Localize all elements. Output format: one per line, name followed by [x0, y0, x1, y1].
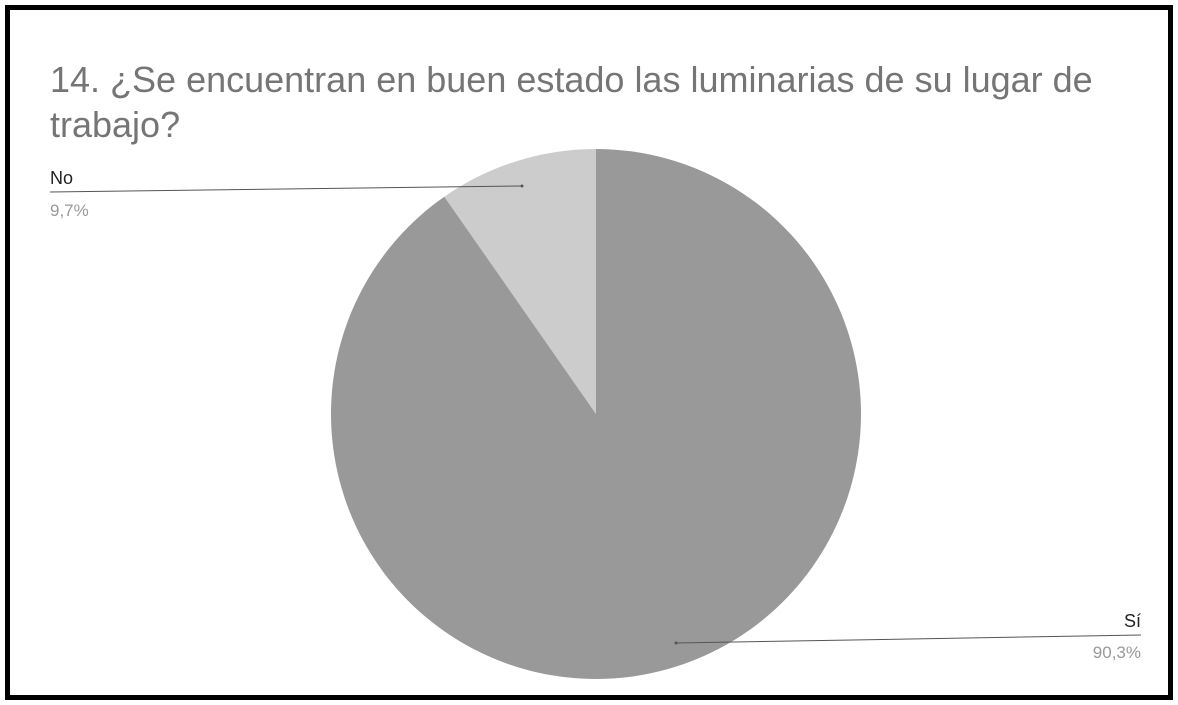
slice-percent-si: 90,3% [1093, 643, 1141, 662]
pie-slices [331, 149, 862, 680]
slice-label-si: Sí [1124, 611, 1141, 631]
leader-dot-no [520, 184, 524, 188]
slice-percent-no: 9,7% [50, 201, 89, 220]
slice-label-no: No [50, 168, 73, 188]
leader-line-no [49, 185, 523, 193]
leader-dot-si [674, 641, 678, 645]
pie-labels: No 9,7% Sí 90,3% [49, 168, 1142, 662]
leader-line-si [675, 634, 1142, 644]
pie-slice-no [444, 149, 596, 414]
chart-title: 14. ¿Se encuentran en buen estado las lu… [50, 59, 1093, 145]
pie-slice-si [331, 149, 862, 680]
